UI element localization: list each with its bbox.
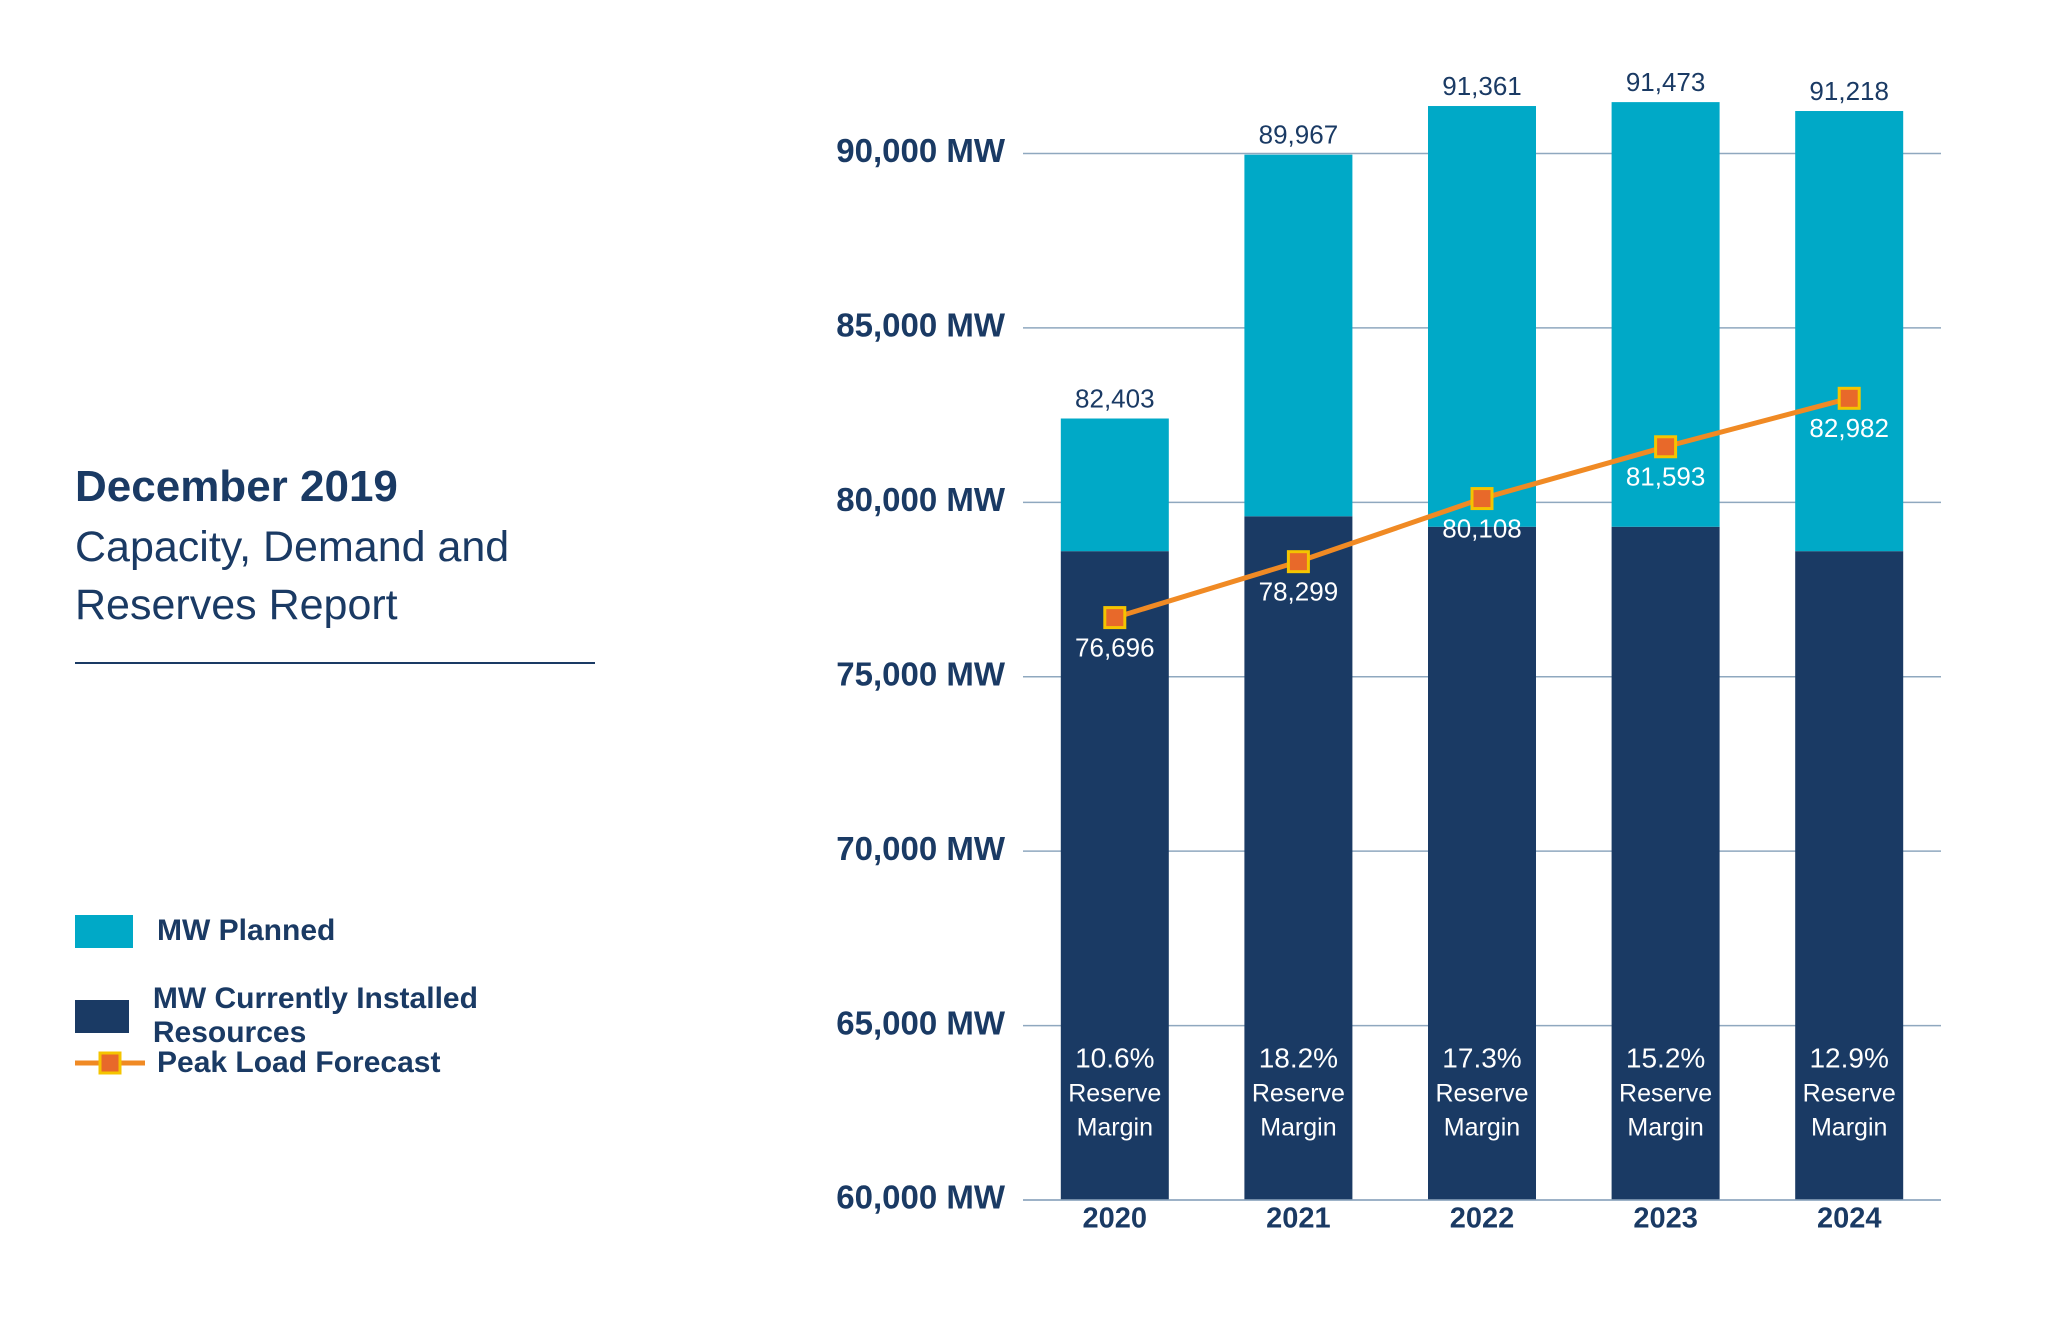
reserve-margin: 10.6% (1075, 1042, 1154, 1073)
line-label: 78,299 (1259, 577, 1339, 607)
reserve-margin-text: Margin (1627, 1114, 1703, 1142)
x-tick-label: 2022 (1450, 1203, 1515, 1235)
reserve-margin-text: Margin (1077, 1114, 1153, 1142)
legend-label: MW Planned (157, 914, 336, 947)
legend-swatch (75, 914, 133, 948)
legend-marker (98, 1051, 122, 1075)
line-label: 82,982 (1809, 413, 1889, 443)
x-tick-label: 2020 (1083, 1203, 1148, 1235)
reserve-margin: 12.9% (1809, 1042, 1888, 1073)
reserve-margin-text: Reserve (1252, 1080, 1345, 1108)
reserve-margin-text: Reserve (1803, 1080, 1896, 1108)
y-tick-label: 60,000 MW (836, 1179, 1006, 1216)
legend-item: Peak Load Forecast (75, 1046, 440, 1080)
bar-segment (1428, 526, 1536, 1200)
bar-segment (1060, 551, 1169, 1200)
legend-panel: December 2019 Capacity, Demand and Reser… (75, 462, 605, 1079)
bar-segment (1060, 418, 1169, 552)
line-label: 76,696 (1075, 632, 1155, 662)
reserve-margin: 18.2% (1259, 1042, 1338, 1073)
y-tick-label: 80,000 MW (836, 481, 1006, 518)
legend-swatch (75, 999, 129, 1033)
total-label: 91,218 (1809, 76, 1889, 106)
line-label: 80,108 (1442, 513, 1522, 543)
line-marker (1103, 606, 1127, 630)
y-tick-label: 65,000 MW (836, 1004, 1006, 1041)
line-label: 81,593 (1626, 462, 1706, 492)
legend-item: MW Planned (75, 914, 335, 948)
y-tick-label: 70,000 MW (836, 830, 1006, 867)
line-marker (1286, 550, 1310, 574)
reserve-margin-text: Margin (1260, 1114, 1336, 1142)
reserve-margin-text: Reserve (1068, 1080, 1161, 1108)
legend-item: MW Currently Installed Resources (75, 982, 605, 1050)
y-tick-label: 75,000 MW (836, 655, 1006, 692)
legend-label: MW Currently Installed Resources (152, 982, 478, 1049)
total-label: 89,967 (1259, 120, 1339, 150)
bar-segment (1611, 526, 1720, 1200)
line-marker (1470, 487, 1494, 511)
reserve-margin: 15.2% (1626, 1042, 1705, 1073)
total-label: 82,403 (1075, 383, 1155, 413)
reserve-margin-text: Reserve (1619, 1080, 1712, 1108)
legend-label: Peak Load Forecast (157, 1046, 441, 1079)
divider (75, 662, 595, 664)
reserve-margin-text: Margin (1444, 1114, 1520, 1142)
reserve-margin-text: Margin (1811, 1114, 1887, 1142)
reserve-margin-text: Reserve (1435, 1080, 1528, 1108)
x-tick-label: 2021 (1266, 1203, 1331, 1235)
reserve-margin: 17.3% (1442, 1042, 1521, 1073)
chart-subtitle: Capacity, Demand and Reserves Report (75, 523, 510, 629)
bar-segment (1244, 154, 1353, 517)
bar-segment (1795, 551, 1904, 1200)
line-marker (1837, 386, 1861, 410)
bar-segment (1244, 516, 1353, 1200)
line-marker (1654, 435, 1678, 459)
total-label: 91,361 (1442, 71, 1522, 101)
chart-title: December 2019 (75, 462, 398, 511)
y-tick-label: 90,000 MW (836, 132, 1006, 169)
bar-segment (1428, 106, 1536, 527)
x-tick-label: 2023 (1633, 1203, 1698, 1235)
y-tick-label: 85,000 MW (836, 307, 1006, 344)
x-tick-label: 2024 (1817, 1203, 1882, 1235)
legend-swatch (75, 1051, 145, 1075)
bar-segment (1795, 111, 1904, 552)
total-label: 91,473 (1626, 67, 1706, 97)
